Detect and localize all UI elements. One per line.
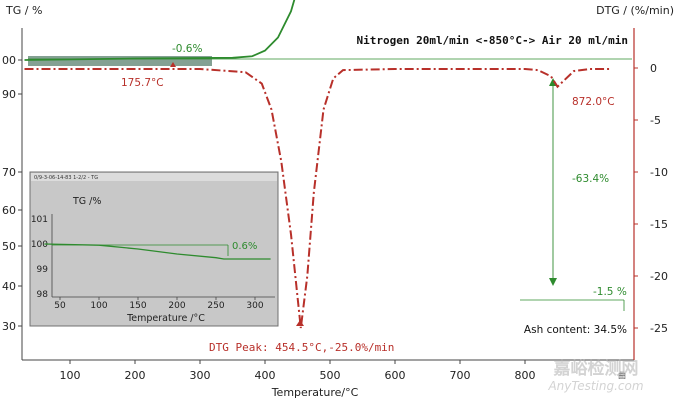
dtg-onset-marker xyxy=(170,62,176,67)
inset-y-ticks: 101 100 99 98 xyxy=(31,215,48,300)
inset-background xyxy=(29,171,279,327)
x-tick-label: 500 xyxy=(320,369,341,382)
inset-x-tick-label: 100 xyxy=(90,301,107,311)
left-axis-ticks: 00 90 70 60 50 40 30 xyxy=(2,54,22,333)
right-axis-title: DTG / (%/min) xyxy=(596,4,674,17)
x-tick-label: 600 xyxy=(385,369,406,382)
chart-title: Nitrogen 20ml/min <-850°C-> Air 20 ml/mi… xyxy=(356,34,628,47)
left-tick-label: 90 xyxy=(2,88,16,101)
left-tick-label: 60 xyxy=(2,204,16,217)
inset-chart: 0/9-3-06-14-83 1-2/2 - TG TG /% 101 100 99… xyxy=(29,171,279,327)
inset-y-title: TG /% xyxy=(72,196,101,207)
left-axis-title: TG / % xyxy=(5,4,42,17)
dtg-onset-label: 175.7°C xyxy=(121,77,164,89)
inset-x-ticks: 50 100 150 200 250 300 xyxy=(54,297,264,311)
tg-loss-3-label: -1.5 % xyxy=(593,286,627,298)
x-tick-label: 300 xyxy=(190,369,211,382)
x-tick-label: 100 xyxy=(60,369,81,382)
inset-annotation: 0.6% xyxy=(232,241,257,252)
left-tick-label: 70 xyxy=(2,166,16,179)
inset-y-tick-label: 99 xyxy=(37,265,49,275)
right-tick-label: -15 xyxy=(650,218,668,231)
inset-y-tick-label: 98 xyxy=(37,290,49,300)
tg-loss-2-label: -63.4% xyxy=(572,173,609,185)
x-tick-label: 200 xyxy=(125,369,146,382)
right-tick-label: -5 xyxy=(650,114,661,127)
inset-x-tick-label: 200 xyxy=(168,301,185,311)
tg-step-arrow-bottom xyxy=(549,278,557,286)
dtg-series-line xyxy=(24,68,610,329)
inset-header: 0/9-3-06-14-83 1-2/2 - TG xyxy=(34,175,98,181)
left-tick-label: 30 xyxy=(2,320,16,333)
inset-x-title: Temperature /°C xyxy=(126,313,205,324)
initial-mass-band xyxy=(28,56,212,66)
inset-y-tick-label: 100 xyxy=(31,240,48,250)
x-tick-label: 400 xyxy=(255,369,276,382)
x-tick-label: 700 xyxy=(450,369,471,382)
right-tick-label: -25 xyxy=(650,322,668,335)
inset-header-bar xyxy=(31,173,277,181)
right-tick-label: -10 xyxy=(650,166,668,179)
watermark: 嘉峪检测网 AnyTesting.com xyxy=(547,358,643,393)
dtg-peak-2-label: 872.0°C xyxy=(572,96,615,108)
left-tick-label: 40 xyxy=(2,280,16,293)
watermark-cn: 嘉峪检测网 xyxy=(553,358,639,379)
x-axis-ticks: 100 200 300 400 500 600 700 800 xyxy=(60,360,536,382)
x-axis-title: Temperature/°C xyxy=(271,386,359,399)
tg-series-line xyxy=(24,0,296,61)
right-tick-label: 0 xyxy=(650,62,657,75)
ash-content-label: Ash content: 34.5% xyxy=(524,324,627,336)
inset-x-tick-label: 150 xyxy=(129,301,146,311)
tg-loss-1-label: -0.6% xyxy=(172,43,202,55)
right-tick-label: -20 xyxy=(650,270,668,283)
dtg-peak-label: DTG Peak: 454.5°C,-25.0%/min xyxy=(209,341,394,354)
inset-tg-series-line xyxy=(44,243,271,260)
x-tick-label: 800 xyxy=(515,369,536,382)
inset-x-tick-label: 250 xyxy=(207,301,224,311)
right-axis-ticks: 0 -5 -10 -15 -20 -25 xyxy=(634,62,668,335)
watermark-en: AnyTesting.com xyxy=(547,379,643,393)
inset-x-tick-label: 300 xyxy=(246,301,263,311)
inset-y-tick-label: 101 xyxy=(31,215,48,225)
axis-end-mark: 曲 xyxy=(618,370,626,380)
dtg-peak-marker xyxy=(296,320,304,326)
inset-x-tick-label: 50 xyxy=(54,301,66,311)
left-tick-label: 00 xyxy=(2,54,16,67)
left-tick-label: 50 xyxy=(2,240,16,253)
